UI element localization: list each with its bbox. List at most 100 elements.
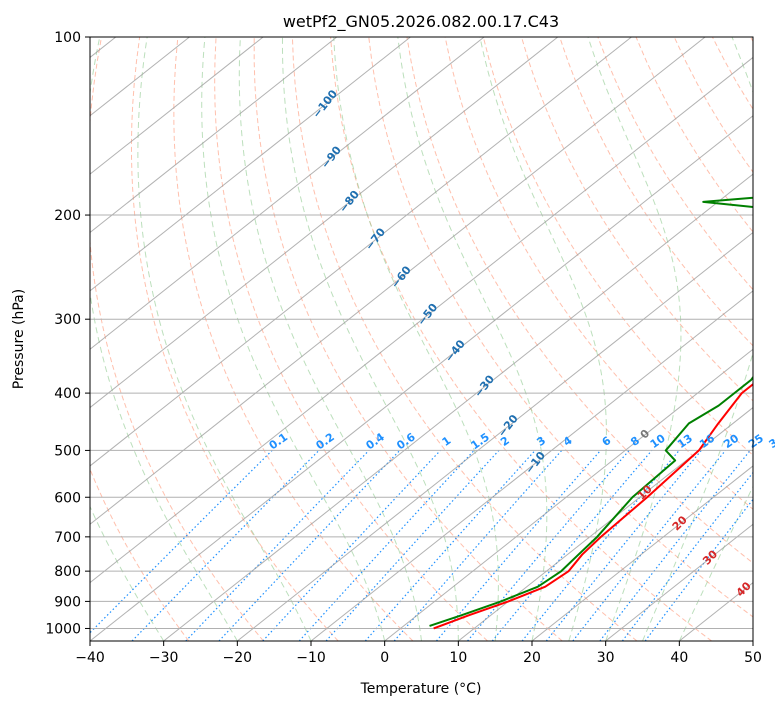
mixing-ratio-label: 2 [498,434,512,449]
isotherm-line [90,115,753,641]
dry-adiabat-label: −20 [495,412,521,440]
mixing-ratio-line [521,450,680,641]
moist-adiabat-line [238,37,422,641]
x-tick-label: −30 [149,650,179,666]
dry-adiabat-line [173,37,414,641]
dry-adiabat-line [368,37,753,618]
mixing-ratio-label: 1 [440,434,454,449]
isotherm-line [90,37,706,525]
y-tick-label: 1000 [45,621,81,637]
mixing-ratio-line [435,450,602,641]
moist-adiabat-label: 10 [635,482,655,502]
isotherm-line [90,37,264,175]
mixing-ratio-line [467,450,630,641]
dry-adiabat-line [444,37,753,510]
mixing-ratio-label: 0.1 [267,430,290,452]
isotherm-line [458,406,753,641]
moist-adiabat-label: 30 [700,547,720,567]
moist-adiabat-line [90,505,165,641]
dry-adiabat-label: −50 [415,301,441,329]
moist-adiabat-label: 20 [670,513,690,533]
dry-adiabat-line [711,37,753,110]
moist-adiabat-line [201,37,386,641]
x-tick-label: −40 [75,650,105,666]
y-tick-label: 100 [54,30,81,46]
dry-adiabat-label: −80 [337,188,363,216]
y-tick-label: 500 [54,443,81,459]
x-tick-label: 40 [670,650,688,666]
mixing-ratio-label: 6 [600,434,614,449]
dry-adiabat-line [750,37,753,43]
isotherm-line [90,56,753,584]
mixing-ratio-label: 3 [534,434,548,449]
dry-adiabat-line [291,37,638,641]
isotherm-line [310,290,753,641]
mixing-ratio-label: 10 [648,431,668,451]
mixing-ratio-line [185,450,370,641]
x-axis-label: Temperature (°C) [360,681,482,697]
moist-adiabat-line [642,37,753,641]
dewpoint-profile-line [429,196,753,627]
y-tick-label: 600 [54,490,81,506]
mixing-ratio-line [218,450,401,641]
mixing-ratio-line [298,450,475,641]
plot-frame [89,36,754,642]
mixing-ratio-line [262,450,441,641]
x-tick-label: 50 [744,650,762,666]
isotherm-line [90,37,632,467]
isotherm-line [90,37,485,350]
dry-adiabat-line [330,37,712,641]
mixing-ratio-line [131,449,320,641]
x-tick-label: 20 [523,650,541,666]
isotherm-line [163,173,753,641]
dry-adiabat-label: −10 [523,449,549,477]
moist-adiabat-line [587,37,682,641]
dry-adiabat-line [597,37,753,291]
mixing-ratio-line [599,450,751,641]
moist-adiabat-line [333,37,499,641]
moist-adiabat-line [90,37,238,641]
x-tick-label: 0 [380,650,389,666]
isotherm-line [90,37,338,234]
dry-adiabat-line [406,37,753,564]
mixing-ratio-line [364,450,536,641]
dry-adiabat-label: −40 [443,337,469,365]
isotherm-line [90,37,190,117]
dry-adiabat-label: −30 [472,372,498,400]
moist-adiabat-line [397,37,548,641]
dry-adiabat-label: −90 [319,143,345,171]
isotherm-line [605,523,753,641]
mixing-ratio-line [90,449,273,634]
isotherm-line [90,37,559,409]
isotherm-line [752,640,753,641]
x-tick-label: 10 [449,650,467,666]
y-tick-label: 800 [54,564,81,580]
x-tick-label: −10 [296,650,326,666]
mixing-ratio-label: 1.5 [468,430,491,452]
mixing-ratio-label: 30 [767,431,775,451]
dry-adiabat-line [673,37,753,173]
dry-adiabat-line [90,467,190,641]
isotherm-line [384,348,753,641]
dry-adiabat-line [521,37,753,402]
dry-adiabat-line [253,37,563,641]
y-tick-label: 400 [54,386,81,402]
y-axis-label: Pressure (hPa) [11,289,27,389]
mixing-ratio-line [621,471,753,641]
isotherm-line [90,37,411,292]
mixing-ratio-line [572,450,726,641]
isotherm-line [531,465,753,641]
mixing-ratio-line [325,450,500,641]
mixing-ratio-label: 0.4 [363,430,387,452]
dry-adiabat-line [90,37,264,641]
moist-adiabat-line [479,37,607,641]
mixing-ratio-label: 0.2 [313,430,336,452]
y-tick-label: 300 [54,312,81,328]
moist-adiabat-line [281,37,459,641]
y-tick-label: 900 [54,594,81,610]
isotherm-line [237,231,753,641]
y-tick-label: 200 [54,208,81,224]
dry-adiabat-label: −100 [310,87,340,121]
x-tick-label: 30 [597,650,615,666]
